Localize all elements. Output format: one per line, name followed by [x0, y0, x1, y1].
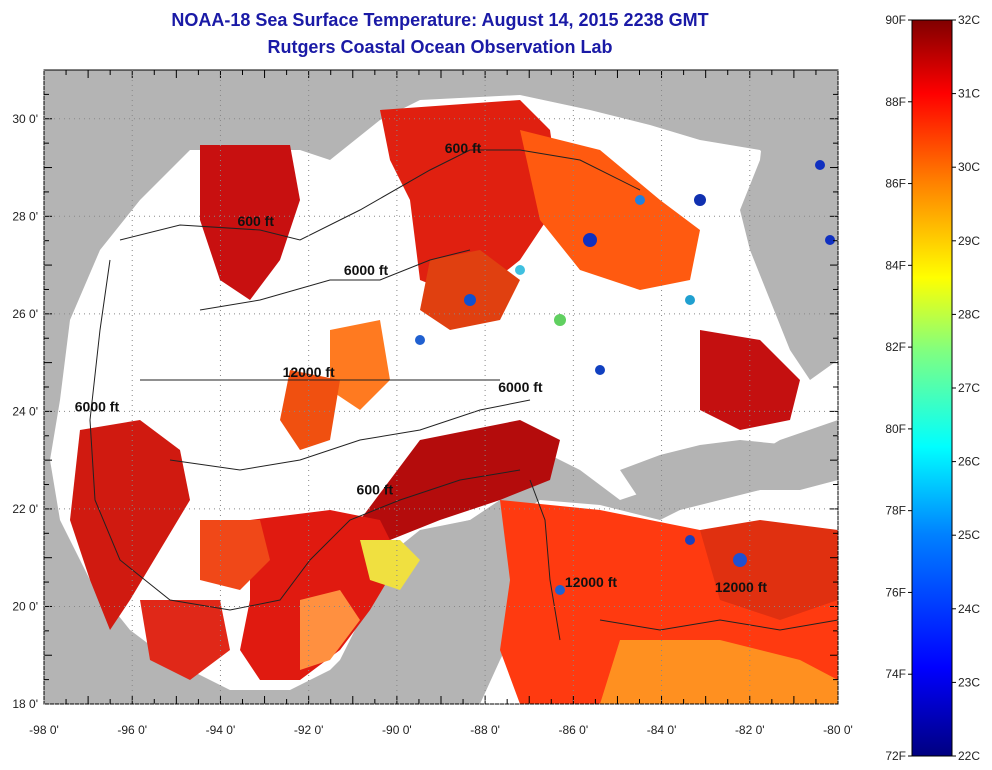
y-tick-label: 26 0'	[12, 307, 38, 321]
y-tick-label: 24 0'	[12, 404, 38, 418]
contour-label: 6000 ft	[75, 398, 120, 414]
colorbar-f-label: 74F	[885, 667, 906, 681]
contour-label: 600 ft	[357, 481, 394, 497]
contour-labels: 600 ft 600 ft 6000 ft 12000 ft 6000 ft 6000 f…	[75, 140, 768, 595]
colorbar: 90F 88F 86F 84F 82F 80F 78F 76F 74F 72F 32C 31C 30C…	[885, 13, 980, 763]
contour-label: 12000 ft	[283, 364, 335, 380]
colorbar-c-label: 32C	[958, 13, 980, 27]
y-tick-label: 22 0'	[12, 502, 38, 516]
x-tick-label: -96 0'	[117, 723, 147, 737]
map-content	[50, 70, 838, 704]
cool-specks	[415, 160, 835, 595]
contour-label: 6000 ft	[344, 262, 389, 278]
colorbar-f-label: 80F	[885, 422, 906, 436]
colorbar-c-label: 24C	[958, 602, 980, 616]
x-tick-label: -98 0'	[29, 723, 59, 737]
colorbar-f-label: 90F	[885, 13, 906, 27]
contour-label: 600 ft	[237, 213, 274, 229]
colorbar-f-label: 84F	[885, 258, 906, 272]
map-subtitle: Rutgers Coastal Ocean Observation Lab	[267, 37, 613, 57]
colorbar-f-label: 78F	[885, 504, 906, 518]
colorbar-gradient	[911, 19, 953, 757]
cuba-land	[620, 440, 838, 510]
colorbar-c-label: 26C	[958, 455, 980, 469]
contour-label: 600 ft	[445, 140, 482, 156]
x-tick-label: -82 0'	[735, 723, 765, 737]
colorbar-c-label: 22C	[958, 749, 980, 763]
colorbar-f-label: 86F	[885, 177, 906, 191]
colorbar-f-label: 72F	[885, 749, 906, 763]
colorbar-f-label: 88F	[885, 95, 906, 109]
colorbar-celsius-labels: 32C 31C 30C 29C 28C 27C 26C 25C 24C 23C 22C	[952, 13, 980, 763]
colorbar-c-label: 23C	[958, 675, 980, 689]
x-tick-label: -94 0'	[206, 723, 236, 737]
colorbar-c-label: 31C	[958, 87, 980, 101]
bathymetry-contours	[89, 149, 838, 641]
sst-patches	[70, 100, 838, 704]
contour-label: 6000 ft	[498, 379, 543, 395]
colorbar-c-label: 27C	[958, 381, 980, 395]
colorbar-c-label: 29C	[958, 234, 980, 248]
x-tick-label: -90 0'	[382, 723, 412, 737]
colorbar-c-label: 25C	[958, 528, 980, 542]
y-tick-label: 18 0'	[12, 697, 38, 711]
contour-label: 12000 ft	[565, 574, 617, 590]
colorbar-c-label: 28C	[958, 307, 980, 321]
axis-ticks: -98 0' -96 0' -94 0' -92 0' -90 0' -88 0' -86 …	[12, 69, 853, 737]
y-tick-label: 20 0'	[12, 599, 38, 613]
x-tick-label: -92 0'	[294, 723, 324, 737]
x-tick-label: -86 0'	[559, 723, 589, 737]
x-tick-label: -88 0'	[470, 723, 500, 737]
x-tick-label: -84 0'	[647, 723, 677, 737]
x-tick-label: -80 0'	[823, 723, 853, 737]
y-tick-label: 30 0'	[12, 112, 38, 126]
contour-label: 12000 ft	[715, 579, 767, 595]
y-tick-label: 28 0'	[12, 209, 38, 223]
map-title: NOAA-18 Sea Surface Temperature: August …	[171, 10, 709, 30]
florida-land	[740, 70, 838, 380]
colorbar-f-label: 82F	[885, 340, 906, 354]
colorbar-f-label: 76F	[885, 585, 906, 599]
colorbar-c-label: 30C	[958, 160, 980, 174]
colorbar-fahrenheit-labels: 90F 88F 86F 84F 82F 80F 78F 76F 74F 72F	[885, 13, 912, 763]
